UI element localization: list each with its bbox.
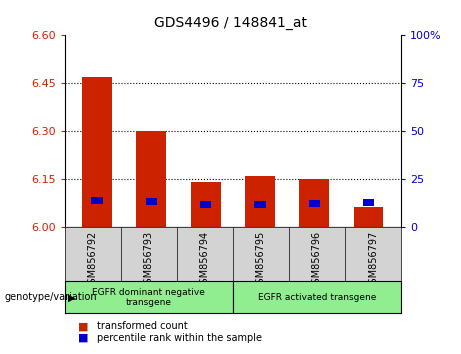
Text: GSM856793: GSM856793 bbox=[144, 231, 154, 290]
Bar bbox=[245, 176, 275, 227]
Text: transformed count: transformed count bbox=[97, 321, 188, 331]
Text: GSM856796: GSM856796 bbox=[312, 231, 322, 290]
Bar bbox=[146, 198, 157, 205]
Text: GSM856795: GSM856795 bbox=[256, 231, 266, 290]
Text: percentile rank within the sample: percentile rank within the sample bbox=[97, 333, 262, 343]
Bar bbox=[363, 199, 374, 206]
Text: ■: ■ bbox=[78, 321, 89, 331]
Text: GSM856794: GSM856794 bbox=[200, 231, 210, 290]
Text: GSM856792: GSM856792 bbox=[88, 231, 98, 290]
Bar bbox=[191, 182, 221, 227]
Text: GSM856797: GSM856797 bbox=[368, 231, 378, 290]
Text: EGFR activated transgene: EGFR activated transgene bbox=[258, 293, 376, 302]
Text: ▶: ▶ bbox=[68, 292, 75, 302]
Bar bbox=[136, 131, 166, 227]
Bar bbox=[354, 207, 384, 227]
Bar bbox=[299, 179, 329, 227]
Bar bbox=[308, 200, 320, 207]
Text: EGFR dominant negative
transgene: EGFR dominant negative transgene bbox=[92, 288, 205, 307]
Bar bbox=[91, 197, 103, 204]
Text: genotype/variation: genotype/variation bbox=[5, 292, 97, 302]
Bar bbox=[200, 201, 211, 208]
Text: ■: ■ bbox=[78, 333, 89, 343]
Bar bbox=[254, 201, 266, 208]
Text: GDS4496 / 148841_at: GDS4496 / 148841_at bbox=[154, 16, 307, 30]
Bar bbox=[82, 77, 112, 227]
